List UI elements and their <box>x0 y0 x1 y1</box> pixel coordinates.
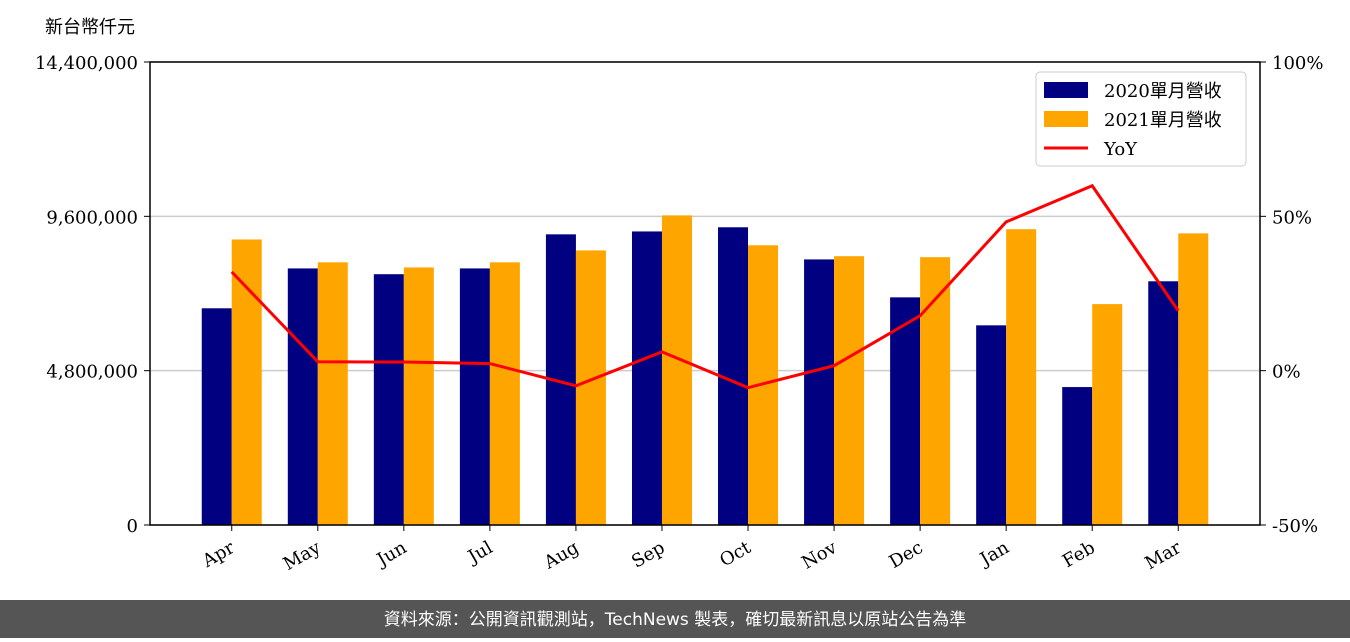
bar <box>1092 304 1123 525</box>
bar <box>1148 281 1179 525</box>
y-axis-label: 新台幣仟元 <box>45 17 135 38</box>
source-note: 資料來源：公開資訊觀測站，TechNews 製表，確切最新訊息以原站公告為準 <box>384 610 966 630</box>
x-tick-label: Feb <box>1059 537 1099 572</box>
x-tick-label: Oct <box>716 537 755 572</box>
x-tick-label: Nov <box>798 537 841 574</box>
bar <box>231 239 262 525</box>
bar <box>804 259 835 525</box>
legend-label: 2021單月營收 <box>1104 110 1222 131</box>
x-tick-label: Mar <box>1142 537 1186 574</box>
legend: 2020單月營收 2021單月營收 YoY <box>1035 71 1247 167</box>
x-tick-label: Jun <box>372 537 411 572</box>
bar <box>890 297 921 525</box>
x-tick-label: Dec <box>886 537 927 573</box>
legend-box <box>1035 71 1247 167</box>
bar <box>920 257 951 525</box>
legend-swatch <box>1044 111 1088 127</box>
bar <box>1062 387 1093 525</box>
bar <box>575 250 606 525</box>
legend-label: YoY <box>1103 139 1138 160</box>
x-tick-label: Jul <box>463 537 497 569</box>
footer-band <box>0 600 1350 638</box>
legend-swatch <box>1044 82 1088 98</box>
plot-frame <box>149 61 1261 526</box>
y-tick-label: 14,400,000 <box>35 53 138 74</box>
x-tick-label: Aug <box>540 537 583 574</box>
bar <box>287 268 318 525</box>
yoy-line <box>230 183 1180 390</box>
y-tick-label: 0 <box>127 516 138 537</box>
y-tick-label: 4,800,000 <box>46 362 138 383</box>
legend-label: 2020單月營收 <box>1104 81 1222 102</box>
bar <box>201 308 232 525</box>
x-tick-label: Apr <box>198 537 238 572</box>
y2-tick-label: 50% <box>1272 207 1312 228</box>
bar <box>1178 233 1209 525</box>
bar <box>403 267 434 525</box>
bar <box>459 268 490 525</box>
y2-tick-label: 0% <box>1272 362 1301 383</box>
bar <box>489 262 520 525</box>
x-tick-label: May <box>280 537 325 575</box>
x-tick-label: Jan <box>975 537 1013 571</box>
bar <box>317 262 348 525</box>
bar <box>976 325 1007 525</box>
bar <box>373 274 404 525</box>
bar <box>834 256 865 525</box>
bar <box>631 231 662 526</box>
y2-tick-label: -50% <box>1272 516 1318 537</box>
bar <box>1006 229 1037 525</box>
y2-tick-label: 100% <box>1272 53 1323 74</box>
bar <box>661 215 692 525</box>
x-tick-label: Sep <box>628 537 668 572</box>
y-tick-label: 9,600,000 <box>46 207 138 228</box>
